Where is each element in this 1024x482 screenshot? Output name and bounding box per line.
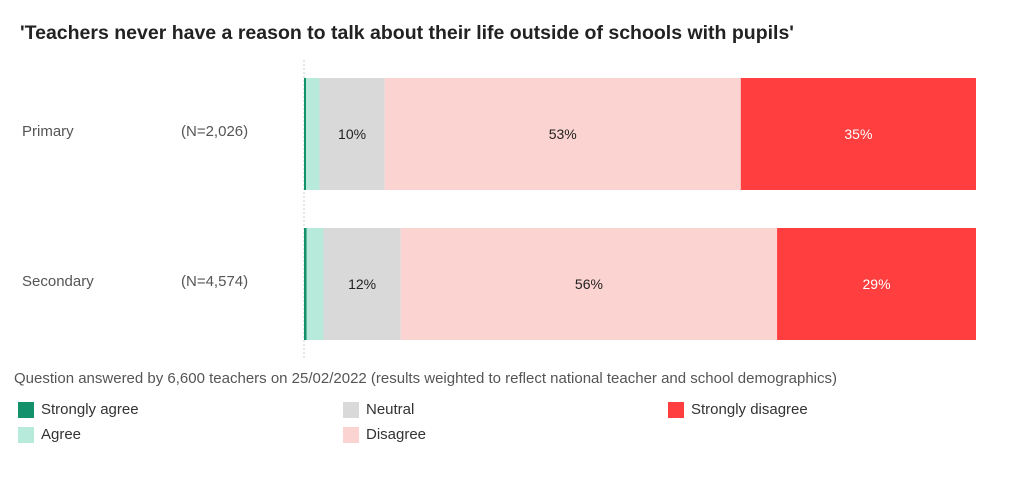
legend-swatch-strongly-agree [18,401,34,418]
data-label-primary-neutral: 10% [338,126,366,142]
legend-item-neutral: Neutral [343,401,414,418]
data-label-secondary-strongly-disagree: 29% [863,276,891,292]
data-label-primary-disagree: 53% [549,126,577,142]
bar-secondary-agree [306,228,324,340]
legend-label-strongly-disagree: Strongly disagree [691,401,808,418]
bar-primary-agree [306,78,320,190]
bar-secondary-strongly-disagree [777,228,976,340]
legend-label-strongly-agree: Strongly agree [41,401,139,418]
bar-primary-neutral [319,78,385,190]
row-label-primary: Primary [22,123,74,140]
legend-item-agree: Agree [18,426,81,443]
bar-primary-disagree [384,78,741,190]
legend-item-strongly-agree: Strongly agree [18,401,139,418]
row-n-primary: (N=2,026) [181,123,249,140]
legend-swatch-neutral [343,401,359,418]
row-label-secondary: Secondary [22,273,94,290]
bar-primary-strongly-disagree [740,78,976,190]
data-label-secondary-disagree: 56% [575,276,603,292]
legend-swatch-disagree [343,426,359,443]
chart-note: Question answered by 6,600 teachers on 2… [14,370,838,387]
legend-label-neutral: Neutral [366,401,415,418]
row-n-secondary: (N=4,574) [181,273,249,290]
chart-title: 'Teachers never have a reason to talk ab… [20,22,794,44]
bar-secondary-neutral [323,228,401,340]
legend-label-disagree: Disagree [366,426,427,443]
bar-secondary-disagree [400,228,778,340]
legend-swatch-agree [18,426,34,443]
data-label-primary-strongly-disagree: 35% [844,126,872,142]
stacked-bar-plot: 10% 53% 35% 12% 56% 29% [303,60,976,358]
legend-item-strongly-disagree: Strongly disagree [668,401,808,418]
bar-secondary-strongly-agree [304,228,307,340]
bar-primary-strongly-agree [304,78,307,190]
data-label-secondary-neutral: 12% [348,276,376,292]
legend-label-agree: Agree [41,426,82,443]
legend-swatch-strongly-disagree [668,401,684,418]
legend-item-disagree: Disagree [343,426,426,443]
